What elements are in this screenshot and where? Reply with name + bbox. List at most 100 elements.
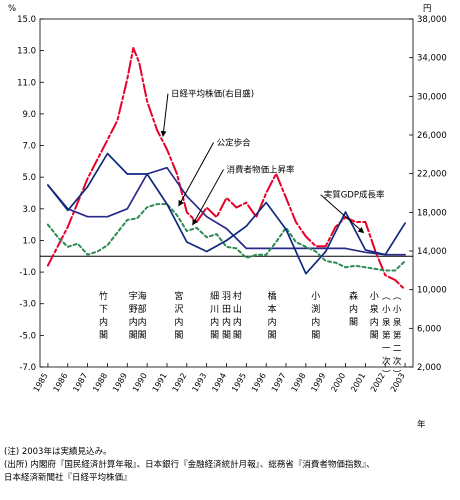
cabinet-label-char-2: 海: [138, 290, 147, 302]
cabinet-label-char-9: 内: [349, 303, 358, 315]
cabinet-label-char-3: 宮: [174, 290, 183, 302]
cabinet-label-char-6: 閣: [233, 330, 242, 341]
cabinet-label-char-4: 内: [210, 316, 219, 328]
x-axis-tick-label: 1998: [290, 372, 308, 394]
annotation-arrow-2: [192, 169, 224, 226]
cabinet-label-char-1: 宇: [129, 290, 138, 302]
annotation-label-2: 消費者物価上昇率: [227, 164, 296, 175]
cabinet-label-char-9: 閣: [349, 317, 358, 328]
x-axis-tick-label: 1993: [190, 372, 208, 394]
left-axis-tick-label: -5.0: [19, 331, 36, 341]
cabinet-label-char-8: 小: [311, 291, 320, 302]
left-axis-tick-label: 9.0: [22, 110, 36, 120]
cabinet-label-char-2: 内: [138, 316, 147, 328]
cabinet-label-char-11: 第: [382, 330, 391, 341]
cabinet-label-char-8: 内: [311, 316, 320, 328]
x-axis-tick-label: 1989: [111, 372, 129, 394]
series-line-3: [47, 152, 406, 275]
cabinet-label-char-1: 閣: [129, 330, 138, 341]
right-axis-tick-label: 6,000: [417, 324, 441, 334]
right-axis-tick-label: 18,000: [417, 208, 447, 218]
left-axis-tick-label: 7.0: [22, 142, 36, 152]
right-axis-tick-label: 34,000: [417, 54, 447, 64]
cabinet-label-char-12: 小: [393, 304, 402, 315]
cabinet-label-char-12: 次: [393, 356, 402, 367]
right-axis-tick-label: 2,000: [417, 363, 441, 373]
cabinet-label-char-4: 川: [210, 305, 219, 315]
cabinet-label-char-11: 次: [382, 356, 391, 367]
right-axis-unit: 円: [423, 4, 432, 14]
cabinet-label-char-0: 内: [99, 316, 108, 328]
cabinet-label-char-6: 山: [233, 304, 242, 315]
cabinet-label-char-11: 一: [382, 344, 391, 354]
cabinet-label-char-11: 小: [382, 304, 391, 315]
cabinet-label-char-5: 内: [222, 316, 231, 328]
x-axis-tick-label: 1992: [171, 372, 189, 394]
cabinet-label-char-9: 森: [349, 290, 358, 302]
left-axis-tick-label: -1.0: [19, 268, 36, 278]
cabinet-label-char-7: 橋: [268, 290, 277, 302]
x-axis-tick-label: 1988: [91, 372, 109, 394]
x-axis-tick-label: 1999: [309, 372, 327, 394]
cabinet-label-char-1: 野: [129, 304, 138, 315]
cabinet-label-char-3: 沢: [174, 303, 183, 315]
cabinet-label-char-1: 内: [129, 316, 138, 328]
cabinet-label-char-0: 竹: [99, 290, 108, 302]
x-axis-tick-label: 1997: [270, 372, 288, 394]
cabinet-label-char-6: 村: [233, 290, 242, 302]
x-axis-tick-label: 1996: [250, 372, 268, 394]
right-axis-tick-label: 14,000: [417, 247, 447, 257]
cabinet-label-char-5: 羽: [222, 291, 231, 302]
cabinet-label-char-7: 閣: [268, 330, 277, 341]
annotation-arrow-1: [178, 142, 215, 207]
right-axis-tick-label: 30,000: [417, 92, 447, 102]
left-axis-tick-label: -7.0: [19, 363, 36, 373]
x-axis-tick-label: 1986: [52, 372, 70, 394]
note-source-line-2: 日本経済新聞社『日経平均株価』: [4, 473, 132, 483]
cabinet-label-char-0: 下: [99, 305, 108, 315]
cabinet-label-char-12: 泉: [393, 317, 402, 328]
left-axis-unit: %: [8, 4, 16, 14]
cabinet-label-char-12: ︵: [393, 292, 402, 302]
annotation-label-1: 公定歩合: [217, 138, 252, 149]
cabinet-label-char-5: 田: [222, 304, 231, 315]
cabinet-label-char-8: 閣: [311, 330, 320, 341]
cabinet-label-char-11: 泉: [382, 317, 391, 328]
right-axis-tick-label: 26,000: [417, 131, 447, 141]
annotation-label-0: 日経平均株価(右目盛): [171, 89, 254, 100]
x-axis-unit: 年: [417, 419, 426, 430]
right-axis-tick-label: 10,000: [417, 286, 447, 296]
cabinet-label-char-8: 渕: [311, 303, 320, 315]
cabinet-label-char-6: 内: [233, 316, 242, 328]
right-axis-tick-label: 22,000: [417, 170, 447, 180]
series-line-2: [46, 203, 407, 272]
cabinet-label-char-3: 閣: [174, 330, 183, 341]
x-axis-tick-label: 1985: [32, 372, 50, 394]
note-source-line-1: (出所) 内閣府『国民経済計算年報』、日本銀行『金融経済統計月報』、総務省『消費…: [4, 460, 375, 470]
annotation-arrow-3: [320, 194, 365, 234]
left-axis-tick-label: 5.0: [22, 173, 36, 183]
cabinet-label-char-10: 内: [370, 316, 379, 328]
cabinet-label-char-2: 部: [138, 303, 147, 315]
left-axis-tick-label: 3.0: [22, 205, 36, 215]
cabinet-label-char-10: 泉: [370, 303, 379, 315]
cabinet-label-char-10: 閣: [370, 330, 379, 341]
note-estimate: (注) 2003年は実績見込み。: [4, 447, 112, 457]
left-axis-tick-label: 1.0: [22, 236, 36, 246]
cabinet-label-char-11: ︵: [382, 292, 391, 302]
x-axis-tick-label: 1991: [151, 372, 169, 394]
annotation-label-3: 実質GDP成長率: [324, 190, 385, 201]
left-axis-tick-label: 15.0: [17, 15, 36, 25]
x-axis-tick-label: 2001: [349, 372, 367, 394]
cabinet-label-char-0: 閣: [99, 330, 108, 341]
cabinet-label-char-5: 閣: [222, 330, 231, 341]
left-axis-tick-label: 13.0: [17, 47, 36, 57]
cabinet-label-char-3: 内: [174, 316, 183, 328]
left-axis-tick-label: 11.0: [17, 78, 36, 88]
cabinet-label-char-11: ︶: [382, 369, 391, 380]
cabinet-label-char-10: 小: [370, 291, 379, 302]
cabinet-label-char-12: 二: [393, 344, 402, 354]
cabinet-label-char-2: 閣: [138, 330, 147, 341]
cabinet-label-char-7: 内: [268, 316, 277, 328]
x-axis-tick-label: 1990: [131, 372, 149, 394]
